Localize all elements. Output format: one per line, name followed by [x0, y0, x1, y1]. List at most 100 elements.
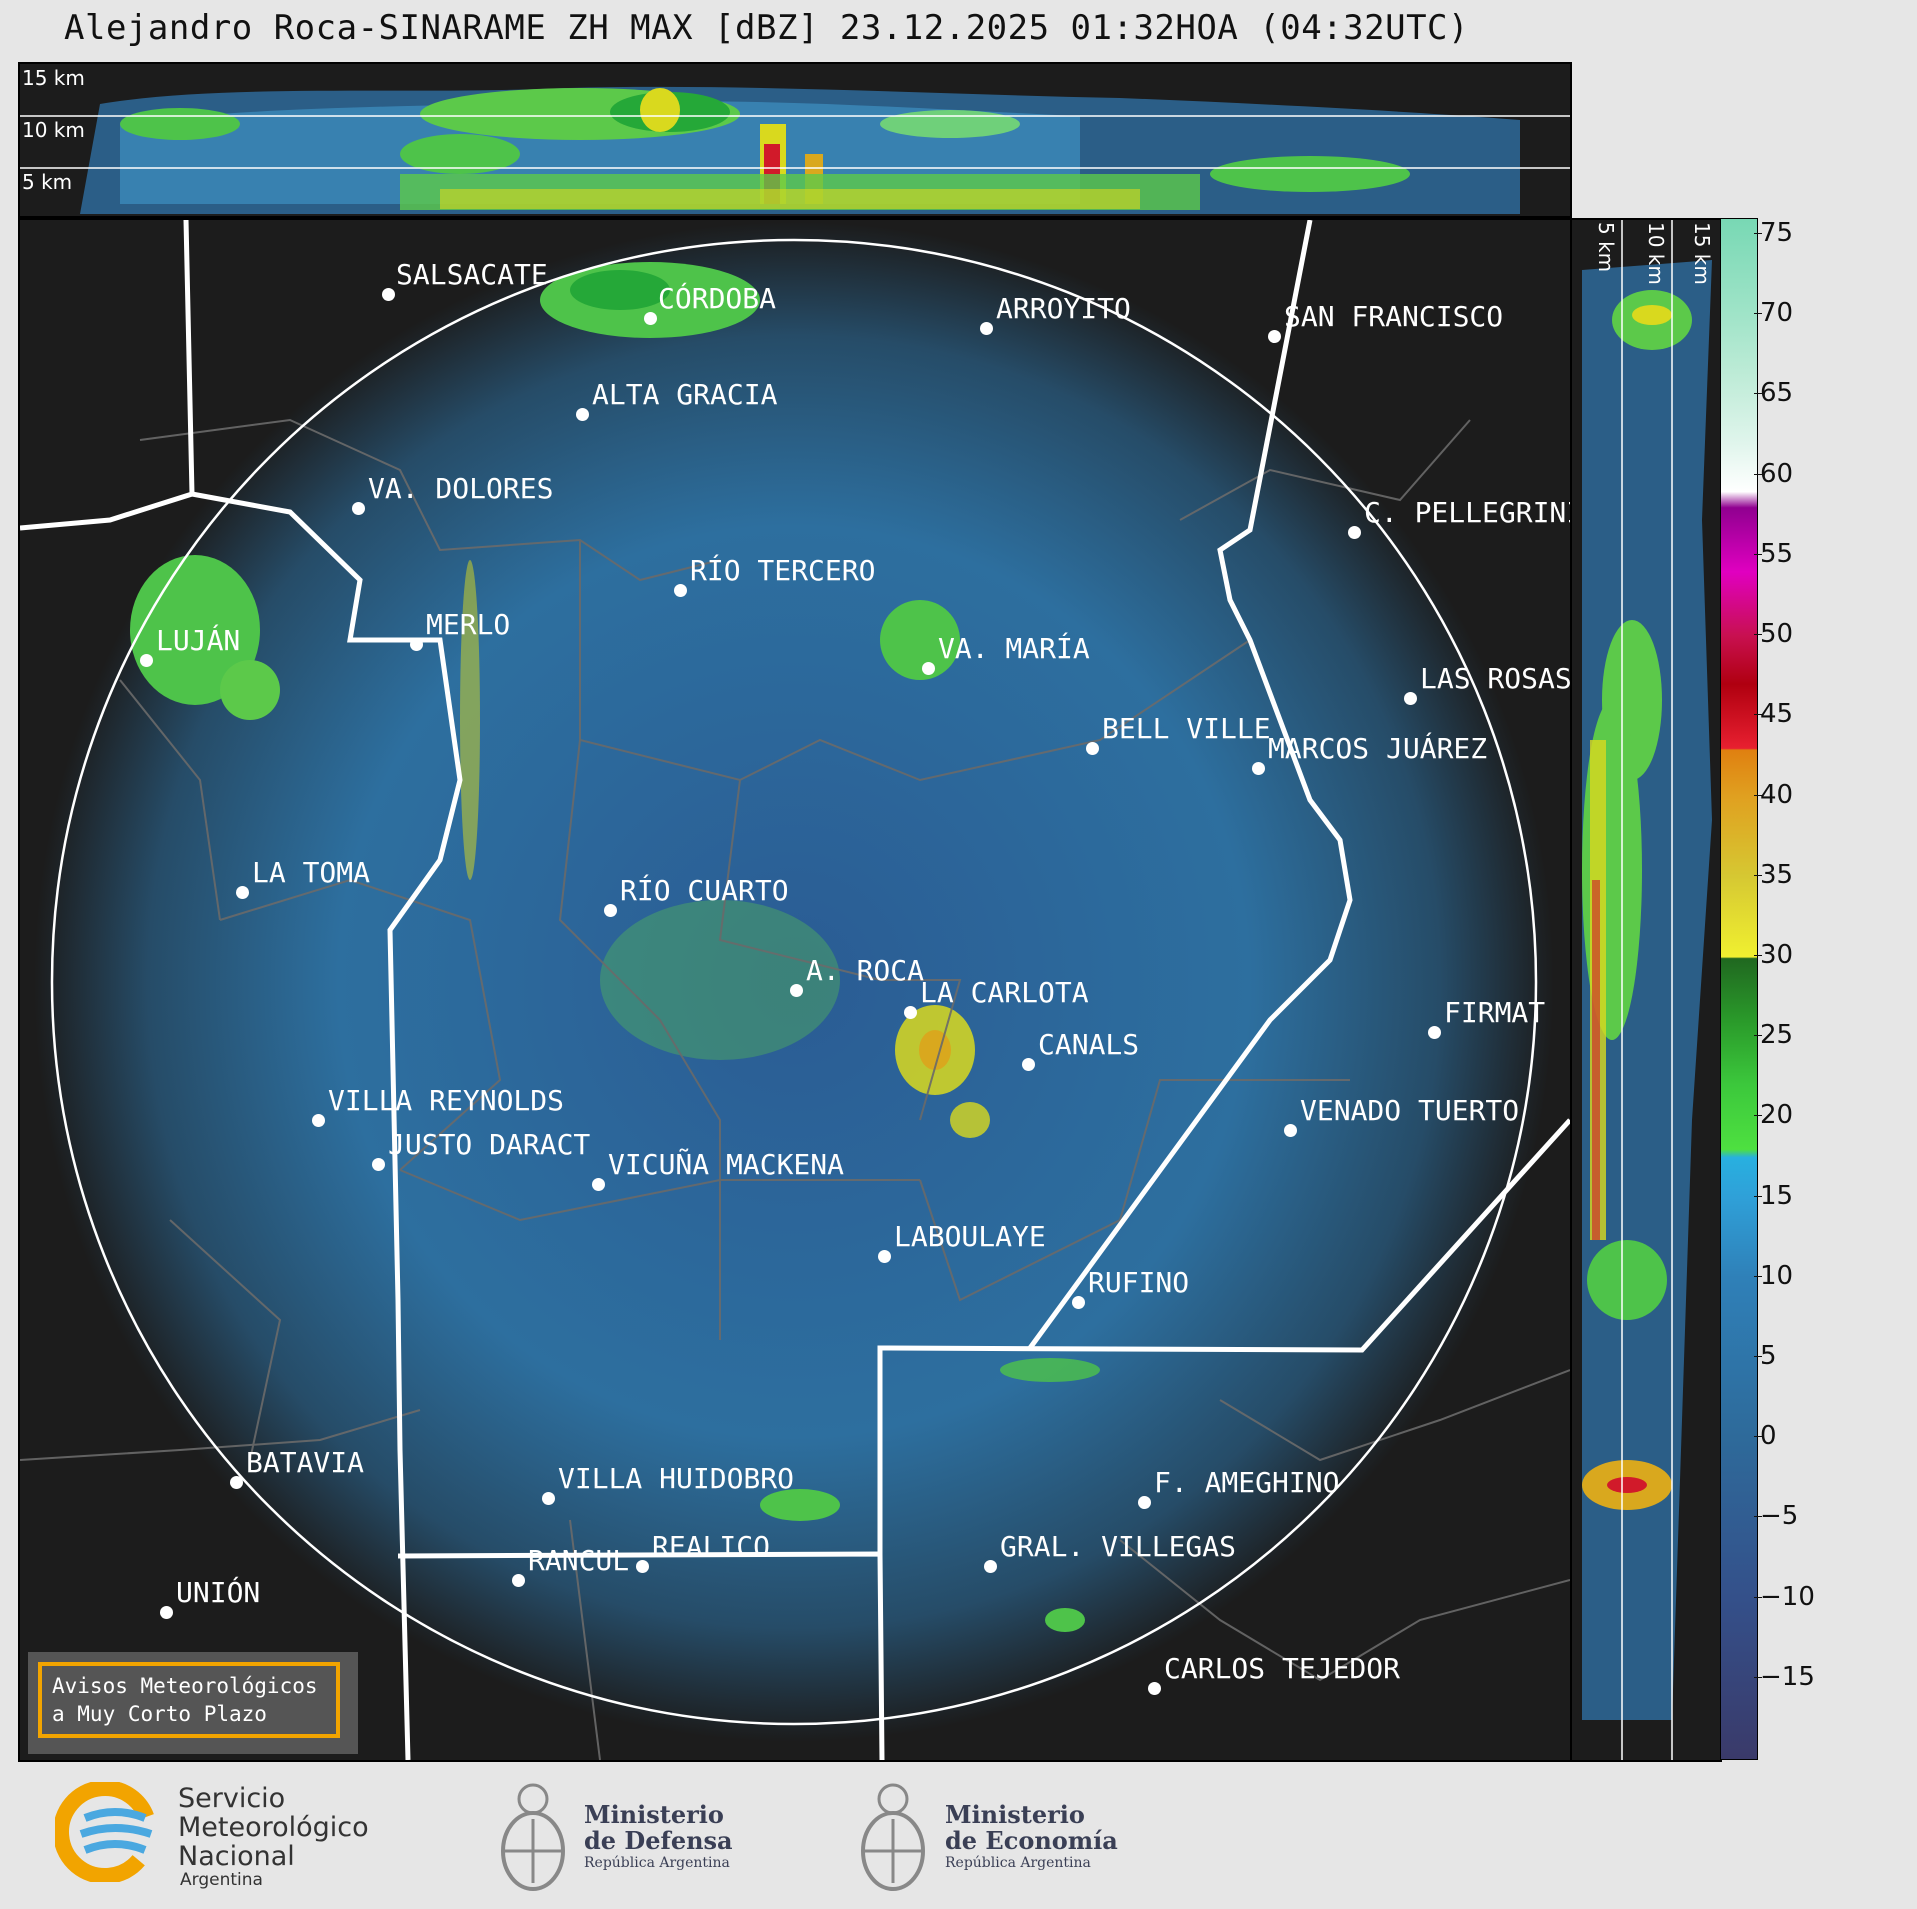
city-marker: [636, 1560, 649, 1573]
city-label: F. AMEGHINO: [1154, 1466, 1340, 1499]
city-label: RÍO TERCERO: [690, 554, 876, 587]
city-marker: [410, 638, 423, 651]
city-marker: [644, 312, 657, 325]
city-label: CANALS: [1038, 1028, 1140, 1061]
avisos-line1: Avisos Meteorológicos: [52, 1674, 318, 1698]
city-label: MARCOS JUÁREZ: [1268, 732, 1488, 765]
city-marker: [604, 904, 617, 917]
city-marker: [674, 584, 687, 597]
avisos-line2: a Muy Corto Plazo: [52, 1702, 267, 1726]
city-label: LABOULAYE: [894, 1220, 1046, 1253]
city-label: GRAL. VILLEGAS: [1000, 1530, 1237, 1563]
city-marker: [984, 1560, 997, 1573]
city-label: RUFINO: [1088, 1266, 1190, 1299]
dbz-colorbar: [1720, 218, 1758, 1760]
city-marker: [372, 1158, 385, 1171]
city-marker: [160, 1606, 173, 1619]
city-label: BELL VILLE: [1102, 712, 1271, 745]
city-marker: [140, 654, 153, 667]
city-label: REALICO: [652, 1530, 771, 1563]
city-label: LA CARLOTA: [920, 976, 1089, 1009]
side-cross-section-echoes: [1582, 220, 1712, 1760]
colorbar-tick-label: 45: [1753, 699, 1794, 730]
city-label: RANCUL: [528, 1544, 630, 1577]
city-marker: [382, 288, 395, 301]
city-marker: [230, 1476, 243, 1489]
colorbar-tick-label: −10: [1754, 1581, 1815, 1612]
top-echo-shapes: [80, 86, 1520, 214]
colorbar-tick-label: 30: [1753, 939, 1794, 970]
side-km-label-5: 5 km: [1594, 222, 1618, 273]
colorbar-tick-label: 70: [1753, 298, 1794, 329]
city-label: ALTA GRACIA: [592, 378, 778, 411]
defensa-logo-text: Ministerio de Defensa República Argentin…: [584, 1800, 733, 1872]
radar-echo-field: [34, 222, 1554, 1742]
colorbar-tick-label: 65: [1753, 378, 1794, 409]
colorbar-tick-label: 5: [1754, 1340, 1777, 1371]
city-label: SALSACATE: [396, 258, 548, 291]
city-label: JUSTO DARACT: [388, 1128, 591, 1161]
city-label: CARLOS TEJEDOR: [1164, 1652, 1401, 1685]
defensa-coat-of-arms-icon: [501, 1783, 565, 1891]
city-marker: [1072, 1296, 1085, 1309]
colorbar-tick-label: 55: [1753, 538, 1794, 569]
city-label: UNIÓN: [176, 1576, 261, 1609]
colorbar-tick-label: 60: [1753, 458, 1794, 489]
city-marker: [1284, 1124, 1297, 1137]
city-label: VA. DOLORES: [368, 472, 554, 505]
city-label: C. PELLEGRINI: [1364, 496, 1572, 529]
side-cross-section-panel: 5 km 10 km 15 km: [1570, 218, 1722, 1762]
avisos-box[interactable]: Avisos Meteorológicos a Muy Corto Plazo: [28, 1652, 358, 1754]
city-marker: [592, 1178, 605, 1191]
city-label: BATAVIA: [246, 1446, 365, 1479]
map-title: Alejandro Roca-SINARAME ZH MAX [dBZ] 23.…: [64, 8, 1469, 48]
side-km-label-15: 15 km: [1690, 222, 1714, 285]
city-marker: [312, 1114, 325, 1127]
economia-coat-of-arms-icon: [861, 1783, 925, 1891]
city-marker: [352, 502, 365, 515]
colorbar-tick-label: 50: [1753, 619, 1794, 650]
top-km-label-10: 10 km: [22, 118, 85, 142]
city-marker: [1404, 692, 1417, 705]
side-km-label-10: 10 km: [1644, 222, 1668, 285]
city-label: LAS ROSAS: [1420, 662, 1572, 695]
colorbar-tick-label: 25: [1753, 1020, 1794, 1051]
city-marker: [1022, 1058, 1035, 1071]
smn-logo-icon: [55, 1782, 157, 1882]
city-marker: [1252, 762, 1265, 775]
city-marker: [878, 1250, 891, 1263]
colorbar-tick-label: 35: [1753, 859, 1794, 890]
colorbar-tick-label: −15: [1754, 1661, 1815, 1692]
economia-logo-text: Ministerio de Economía República Argenti…: [945, 1800, 1118, 1872]
city-marker: [236, 886, 249, 899]
city-marker: [576, 408, 589, 421]
city-label: VICUÑA MACKENA: [608, 1148, 845, 1181]
city-label: ARROYITO: [996, 292, 1131, 325]
radar-range-ring: [50, 238, 1538, 1726]
radar-map-panel[interactable]: SALSACATE CÓRDOBA ARROYITO SAN FRANCISCO ALT…: [18, 218, 1572, 1762]
city-label: VILLA REYNOLDS: [328, 1084, 565, 1117]
city-label: MERLO: [426, 608, 511, 641]
top-cross-section-echoes: [20, 86, 1570, 214]
city-marker: [542, 1492, 555, 1505]
top-km-label-5: 5 km: [22, 170, 73, 194]
colorbar-tick-label: 10: [1753, 1260, 1794, 1291]
city-marker: [1086, 742, 1099, 755]
city-marker: [1268, 330, 1281, 343]
city-label: A. ROCA: [806, 954, 925, 987]
city-marker: [922, 662, 935, 675]
city-label: FIRMAT: [1444, 996, 1546, 1029]
radar-map-svg: [20, 220, 1570, 1760]
city-label: SAN FRANCISCO: [1284, 300, 1504, 333]
top-km-label-15: 15 km: [22, 66, 85, 90]
smn-logo-text: Servicio Meteorológico Nacional Argentin…: [178, 1783, 369, 1890]
colorbar-tick-label: 40: [1753, 779, 1794, 810]
city-marker: [1138, 1496, 1151, 1509]
top-cross-section-panel: 15 km 10 km 5 km: [18, 62, 1572, 218]
city-marker: [1348, 526, 1361, 539]
colorbar-tick-label: 15: [1753, 1180, 1794, 1211]
city-marker: [904, 1006, 917, 1019]
colorbar-tick-label: 75: [1753, 218, 1794, 249]
city-label: LA TOMA: [252, 856, 371, 889]
city-marker: [980, 322, 993, 335]
